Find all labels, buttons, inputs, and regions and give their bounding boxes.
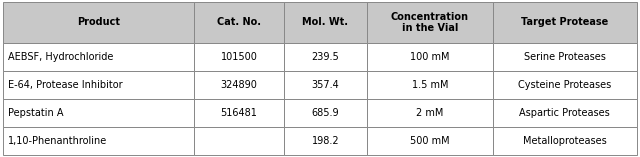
Text: Metalloproteases: Metalloproteases xyxy=(523,136,607,146)
Text: E-64, Protease Inhibitor: E-64, Protease Inhibitor xyxy=(8,80,123,90)
Text: 516481: 516481 xyxy=(221,108,257,118)
Text: Serine Proteases: Serine Proteases xyxy=(524,52,605,62)
Text: 685.9: 685.9 xyxy=(312,108,339,118)
Bar xyxy=(3,43,194,71)
Text: 101500: 101500 xyxy=(221,52,257,62)
Bar xyxy=(367,127,493,155)
Bar xyxy=(284,2,367,43)
Bar xyxy=(284,43,367,71)
Bar xyxy=(367,2,493,43)
Bar xyxy=(3,2,194,43)
Bar xyxy=(3,71,194,99)
Bar xyxy=(194,99,284,127)
Bar xyxy=(493,127,637,155)
Bar xyxy=(284,99,367,127)
Text: Target Protease: Target Protease xyxy=(521,17,609,27)
Bar xyxy=(493,99,637,127)
Text: 357.4: 357.4 xyxy=(312,80,339,90)
Bar xyxy=(493,2,637,43)
Text: AEBSF, Hydrochloride: AEBSF, Hydrochloride xyxy=(8,52,114,62)
Bar xyxy=(367,43,493,71)
Bar xyxy=(194,71,284,99)
Text: Product: Product xyxy=(77,17,120,27)
Text: Cat. No.: Cat. No. xyxy=(217,17,261,27)
Text: 1,10-Phenanthroline: 1,10-Phenanthroline xyxy=(8,136,108,146)
Bar xyxy=(194,127,284,155)
Text: 324890: 324890 xyxy=(221,80,257,90)
Bar xyxy=(194,43,284,71)
Bar xyxy=(3,99,194,127)
Bar xyxy=(493,71,637,99)
Text: 500 mM: 500 mM xyxy=(410,136,450,146)
Bar xyxy=(367,99,493,127)
Text: Concentration
in the Vial: Concentration in the Vial xyxy=(391,12,469,33)
Text: Aspartic Proteases: Aspartic Proteases xyxy=(520,108,610,118)
Bar xyxy=(3,127,194,155)
Bar xyxy=(284,71,367,99)
Text: Cysteine Proteases: Cysteine Proteases xyxy=(518,80,611,90)
Bar xyxy=(493,43,637,71)
Bar xyxy=(194,2,284,43)
Text: 2 mM: 2 mM xyxy=(416,108,444,118)
Text: Pepstatin A: Pepstatin A xyxy=(8,108,64,118)
Text: 1.5 mM: 1.5 mM xyxy=(412,80,448,90)
Bar xyxy=(284,127,367,155)
Text: 239.5: 239.5 xyxy=(312,52,339,62)
Text: Mol. Wt.: Mol. Wt. xyxy=(302,17,348,27)
Text: 100 mM: 100 mM xyxy=(410,52,449,62)
Text: 198.2: 198.2 xyxy=(312,136,339,146)
Bar xyxy=(367,71,493,99)
